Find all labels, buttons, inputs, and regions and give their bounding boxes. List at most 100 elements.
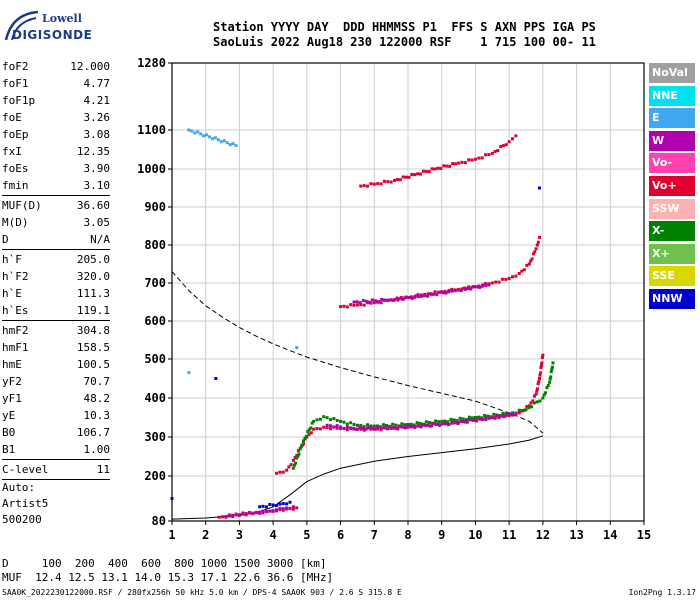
data-point	[413, 424, 417, 428]
data-point	[428, 424, 432, 428]
x-tick-label: 3	[236, 528, 243, 542]
data-point	[535, 400, 539, 404]
data-point	[501, 411, 505, 415]
param-separator	[2, 479, 110, 480]
data-point	[275, 504, 279, 508]
data-point	[452, 418, 456, 422]
data-point	[537, 380, 541, 384]
data-point	[392, 298, 396, 302]
data-point	[361, 426, 365, 430]
data-point	[332, 417, 336, 421]
y-tick-label: 800	[144, 238, 166, 252]
data-point	[349, 426, 353, 430]
param-value: 320.0	[76, 270, 110, 283]
data-point	[450, 287, 454, 291]
param-value: 10.3	[83, 409, 111, 422]
data-point	[244, 513, 248, 517]
data-point	[484, 415, 488, 419]
y-tick-label: 1100	[137, 123, 166, 137]
data-point	[424, 420, 428, 424]
x-tick-label: 10	[468, 528, 482, 542]
data-point	[514, 134, 518, 138]
data-point	[291, 466, 295, 470]
data-point	[421, 169, 425, 173]
data-point	[225, 141, 229, 145]
data-point	[396, 298, 400, 302]
profile-dashed-line	[171, 271, 544, 434]
data-point	[400, 425, 404, 429]
y-tick-label: 1000	[137, 162, 166, 176]
param-label: foE	[2, 111, 22, 124]
data-point	[493, 149, 497, 153]
data-point	[309, 431, 313, 435]
param-value: 12.35	[76, 145, 110, 158]
data-point	[370, 426, 374, 430]
data-point	[451, 162, 455, 166]
param-label: foEp	[2, 128, 29, 141]
data-point	[364, 427, 368, 431]
data-point	[355, 303, 359, 307]
header-line-2: SaoLuis 2022 Aug18 230 122000 RSF 1 715 …	[213, 35, 596, 49]
data-point	[469, 287, 473, 291]
artist-line-2: Artist5	[2, 497, 49, 510]
data-point	[539, 363, 543, 367]
data-point	[281, 508, 285, 512]
y-tick-label: 80	[152, 514, 166, 528]
param-label: fxI	[2, 145, 22, 158]
data-point	[190, 129, 194, 133]
data-point	[410, 425, 414, 429]
data-point	[372, 301, 376, 305]
data-point	[352, 300, 356, 304]
data-point	[322, 425, 326, 429]
data-point	[427, 421, 431, 425]
data-point	[497, 280, 501, 284]
data-point	[505, 412, 509, 416]
data-point	[443, 419, 447, 423]
data-point	[496, 149, 500, 152]
header-line-1: Station YYYY DAY DDD HHMMSS P1 FFS S AXN…	[213, 20, 596, 34]
param-value: 158.5	[76, 341, 110, 354]
data-point	[187, 371, 191, 375]
data-point	[478, 285, 482, 289]
data-point	[328, 427, 332, 431]
data-point	[278, 506, 282, 510]
data-point	[457, 161, 461, 165]
data-point	[487, 416, 491, 420]
param-label: D	[2, 233, 9, 246]
data-point	[376, 427, 380, 431]
data-point	[335, 418, 339, 422]
legend-item: NNE	[649, 85, 695, 106]
data-point	[430, 167, 434, 171]
param-label: hmF1	[2, 341, 29, 354]
data-point	[306, 430, 310, 434]
data-point	[441, 291, 445, 295]
data-point	[275, 471, 279, 475]
data-point	[450, 421, 454, 425]
data-point	[362, 428, 366, 432]
data-point	[412, 423, 416, 427]
data-point	[410, 173, 414, 177]
data-point	[522, 268, 526, 272]
data-point	[532, 401, 536, 405]
data-point	[299, 445, 303, 449]
data-point	[400, 422, 404, 426]
legend-item: SSW	[649, 198, 695, 219]
param-value: N/A	[90, 233, 110, 246]
legend-item: NoVal	[649, 63, 695, 83]
data-point	[437, 423, 441, 427]
data-point	[446, 420, 450, 424]
data-point	[549, 375, 553, 379]
data-point	[473, 416, 477, 419]
data-point	[484, 283, 488, 287]
data-point	[328, 418, 332, 422]
data-point	[467, 285, 471, 289]
data-point	[438, 290, 442, 294]
data-point	[517, 272, 521, 275]
param-label: yF1	[2, 392, 22, 405]
data-point	[415, 421, 419, 425]
param-row: h`F 205.0	[2, 251, 110, 268]
data-point	[470, 416, 474, 420]
polarization-legend: NoVal NNE E W Vo- Vo+ SSW X- X+ SSE NNW	[649, 63, 695, 312]
data-point	[521, 408, 525, 412]
data-point	[366, 423, 370, 427]
